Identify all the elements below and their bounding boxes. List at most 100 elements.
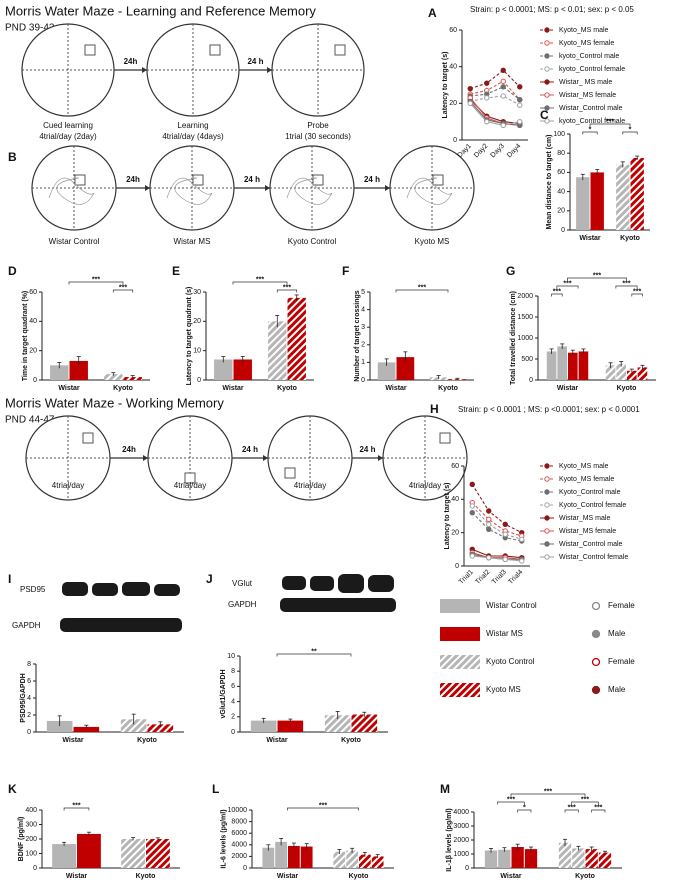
significance-label: *** <box>568 804 576 811</box>
y-axis-label: vGlut1/GAPDH <box>220 669 227 718</box>
data-point <box>517 118 523 125</box>
bar <box>585 849 598 868</box>
bar <box>616 164 630 230</box>
series-line <box>472 555 522 562</box>
y-tick-label: 2 <box>27 712 31 719</box>
data-point <box>484 95 490 101</box>
bar <box>46 720 73 732</box>
legend-dot <box>591 629 601 639</box>
significance-label: *** <box>92 276 100 283</box>
series-line <box>470 86 521 101</box>
data-point <box>469 553 475 559</box>
significance-bracket <box>68 281 124 285</box>
legend-dot <box>591 685 601 695</box>
significance-label: *** <box>544 788 552 795</box>
group-label: Wistar MS <box>174 237 211 246</box>
x-tick-label: Kyoto <box>575 873 595 880</box>
bar <box>630 158 644 230</box>
x-tick-label: Wistar <box>58 385 80 392</box>
significance-label: *** <box>319 802 327 809</box>
y-tick-label: 60 <box>29 289 37 296</box>
y-axis-label: Latency to target (s) <box>442 52 449 119</box>
bar <box>572 848 585 868</box>
significance-bracket <box>591 809 606 813</box>
data-point <box>500 78 506 85</box>
interval-label: 24 h <box>364 175 380 184</box>
platform <box>439 432 451 444</box>
legend-label: Kyoto_MS female <box>559 476 614 483</box>
bar <box>214 359 233 380</box>
legend-label: Male <box>608 685 626 694</box>
significance-bracket <box>517 809 532 813</box>
series-line <box>470 69 521 90</box>
legend-marker <box>544 92 550 98</box>
x-tick-label: Wistar <box>266 737 288 744</box>
legend-marker <box>544 515 550 521</box>
legend-marker <box>544 476 550 482</box>
y-tick-label: 60 <box>449 27 457 34</box>
data-point <box>502 556 508 563</box>
chart-title: Strain: p < 0.0001; MS: p < 0.01; sex: p… <box>470 5 634 14</box>
legend-marker <box>544 27 550 33</box>
platform <box>74 174 86 186</box>
legend-marker <box>544 118 550 124</box>
y-tick-label: 8 <box>27 661 31 668</box>
chart-title: Strain: p < 0.0001 ; MS: p <0.0001; sex:… <box>458 405 640 414</box>
legend-swatch <box>440 599 480 613</box>
y-tick-label: 10000 <box>228 807 248 814</box>
y-tick-label: 2000 <box>231 853 247 860</box>
y-tick-label: 4 <box>27 695 31 702</box>
platform <box>334 44 346 56</box>
arrow-head <box>263 455 268 461</box>
x-tick-label: Wistar <box>277 873 299 880</box>
significance-label: *** <box>507 796 515 803</box>
y-tick-label: 100 <box>553 131 565 138</box>
y-tick-label: 0 <box>455 563 459 570</box>
y-tick-label: 4 <box>361 306 365 313</box>
panel-letter: K <box>8 782 17 796</box>
series-line <box>471 502 522 537</box>
significance-bracket <box>571 801 599 805</box>
x-tick-label: Kyoto <box>136 873 156 880</box>
y-tick-label: 1000 <box>517 335 533 342</box>
y-tick-label: 4 <box>231 698 235 705</box>
y-tick-label: 5 <box>361 289 365 296</box>
legend-marker <box>544 541 550 547</box>
bar <box>578 351 589 380</box>
step-label: 4trial/day <box>52 481 84 490</box>
y-tick-label: 30 <box>193 289 201 296</box>
arrow-head <box>378 455 383 461</box>
significance-bracket <box>497 801 525 805</box>
panel-letter: I <box>8 572 11 586</box>
panel-letter: J <box>206 572 213 586</box>
y-tick-label: 2 <box>231 714 235 721</box>
y-axis-label: Latency to target (s) <box>444 483 451 550</box>
legend-label: Female <box>608 601 635 610</box>
legend-label: Wistar_MS female <box>559 528 616 535</box>
legend-label: Female <box>608 657 635 666</box>
y-tick-label: 0 <box>33 865 37 872</box>
significance-bracket <box>287 807 359 811</box>
legend-dot <box>591 601 601 611</box>
y-tick-label: 3 <box>361 324 365 331</box>
arrow-head <box>385 185 390 191</box>
bar <box>377 362 396 380</box>
data-point <box>502 521 508 528</box>
legend-dot <box>591 657 601 667</box>
y-tick-label: 2000 <box>517 293 533 300</box>
legend-swatch <box>440 627 480 641</box>
platform <box>84 44 96 56</box>
x-tick-label: Wistar <box>385 385 407 392</box>
y-tick-label: 3000 <box>453 823 469 830</box>
significance-bracket <box>276 289 298 293</box>
significance-label: *** <box>563 280 571 287</box>
blot-band <box>62 582 88 596</box>
significance-bracket <box>567 277 627 281</box>
arrow-head <box>267 67 272 73</box>
x-tick-label: Wistar <box>62 737 84 744</box>
significance-bracket <box>622 131 638 135</box>
y-tick-label: 6 <box>231 683 235 690</box>
arrow-head <box>265 185 270 191</box>
bar <box>359 854 371 868</box>
y-tick-label: 0 <box>529 377 533 384</box>
